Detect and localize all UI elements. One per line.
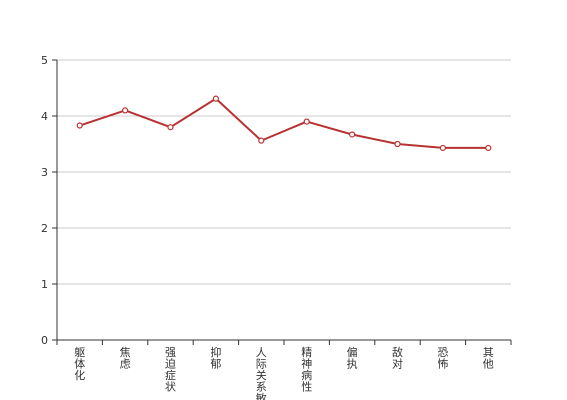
data-point <box>303 118 310 125</box>
data-point <box>439 144 446 152</box>
data-point <box>349 131 356 138</box>
y-tick-label: 2 <box>41 222 48 235</box>
data-point <box>167 124 174 131</box>
x-tick-label: 敌对 <box>392 345 403 371</box>
grid-lines <box>57 59 511 285</box>
y-tick-labels: 0 1 2 3 4 5 <box>41 54 48 347</box>
y-tick-label: 1 <box>41 278 48 291</box>
y-tick-label: 4 <box>41 110 48 123</box>
x-tick-labels: 躯体化 焦虑 强迫症状 抑郁 人际关系敏感 精神病性 偏执 敌对 恐怖 其他 <box>74 345 494 400</box>
x-tick-label: 恐怖 <box>437 346 448 371</box>
data-point <box>258 137 265 144</box>
series-line <box>79 97 489 149</box>
series <box>76 95 492 152</box>
x-tick-label: 其他 <box>483 346 494 371</box>
data-point <box>212 95 219 102</box>
x-tick-label: 精神病性 <box>301 346 312 394</box>
y-tick-label: 5 <box>41 54 48 67</box>
y-tick-label: 3 <box>41 166 48 179</box>
data-point <box>394 140 401 148</box>
x-tick-label: 偏执 <box>347 345 358 371</box>
data-point <box>121 107 129 114</box>
axes <box>52 59 512 345</box>
x-tick-label: 强迫症状 <box>165 346 176 394</box>
data-point <box>76 122 83 129</box>
x-tick-label: 抑郁 <box>210 345 221 371</box>
x-tick-label: 躯体化 <box>74 346 85 382</box>
x-tick-label: 焦虑 <box>120 346 131 371</box>
data-point <box>485 144 492 152</box>
y-tick-label: 0 <box>41 334 48 347</box>
x-tick-label: 人际关系敏感 <box>256 346 267 400</box>
